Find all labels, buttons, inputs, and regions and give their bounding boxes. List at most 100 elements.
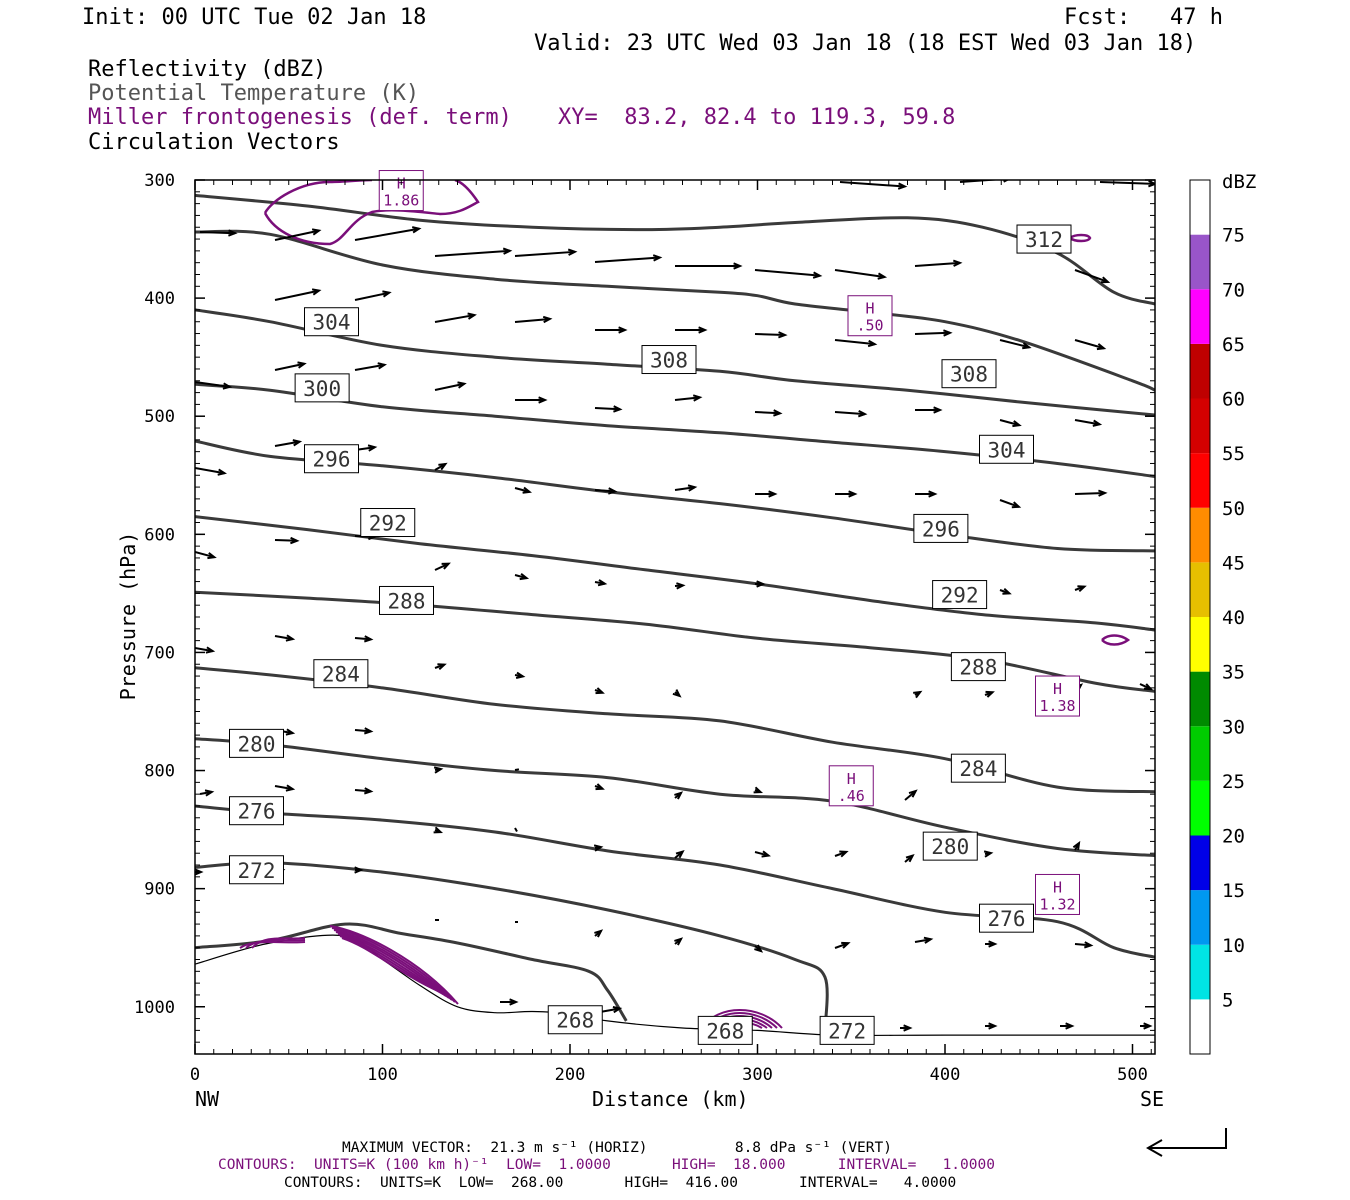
circulation-vector <box>754 850 771 858</box>
svg-text:1.32: 1.32 <box>1039 895 1075 913</box>
circulation-vector <box>434 663 447 671</box>
circulation-vectors <box>195 180 1155 1032</box>
contour-label-300: 300 <box>294 373 350 403</box>
reflectivity-colorbar: 5 10 15 20 25 30 35 40 45 50 55 60 65 70 75 dBZ <box>1189 171 1256 1055</box>
frontogenesis-high-label: H1.32 <box>1035 873 1080 915</box>
circulation-vector <box>834 410 868 418</box>
contour-label-296: 296 <box>913 513 969 543</box>
circulation-vector <box>915 406 943 414</box>
circulation-vector <box>354 290 392 301</box>
svg-text:300: 300 <box>303 377 341 401</box>
legend-circulation-vectors: Circulation Vectors <box>88 130 340 155</box>
circulation-vector <box>433 766 444 774</box>
circulation-vector <box>753 786 764 794</box>
svg-text:280: 280 <box>931 835 969 859</box>
colorbar-bin <box>1190 289 1210 344</box>
svg-text:288: 288 <box>959 656 997 680</box>
svg-text:284: 284 <box>322 663 360 687</box>
circulation-vector <box>274 288 322 301</box>
colorbar-label: 30 <box>1222 716 1245 738</box>
frontogenesis-contours <box>239 180 1131 1029</box>
circulation-vector <box>593 844 604 852</box>
colorbar-bin <box>1190 562 1210 617</box>
contour-label-288: 288 <box>379 585 434 615</box>
frontogenesis-contour <box>251 937 306 949</box>
circulation-vector <box>434 312 477 323</box>
contour-label-304: 304 <box>979 434 1034 464</box>
circulation-vector <box>594 254 663 263</box>
colorbar-bin <box>1190 180 1210 235</box>
frontogenesis-high-label: H1.86 <box>378 170 424 212</box>
circulation-vector <box>195 868 204 876</box>
contour-label-296: 296 <box>304 444 359 474</box>
contour-label-284: 284 <box>313 659 369 689</box>
contour-label-292: 292 <box>360 508 416 538</box>
svg-text:296: 296 <box>922 517 960 541</box>
svg-text:304: 304 <box>988 438 1026 462</box>
circulation-vector <box>1074 489 1108 497</box>
circulation-vector <box>274 439 303 447</box>
axes: 300 400 500 600 700 800 900 1000 0 100 200 300 400 50… <box>134 171 1155 1085</box>
colorbar-label: 75 <box>1222 225 1245 247</box>
circulation-vector <box>595 326 628 334</box>
colorbar-frame <box>1189 179 1211 1055</box>
circulation-vector <box>834 269 888 280</box>
circulation-vector <box>594 487 618 495</box>
circulation-vector <box>999 499 1022 509</box>
circulation-vector <box>434 247 513 257</box>
contour-label-276: 276 <box>979 903 1034 933</box>
legend-reflectivity: Reflectivity (dBZ) <box>88 57 327 82</box>
theta-contour-288 <box>195 590 1155 693</box>
svg-text:H: H <box>1053 878 1062 896</box>
colorbar-bin <box>1190 507 1210 563</box>
svg-text:292: 292 <box>941 584 979 608</box>
circulation-vector <box>754 269 823 279</box>
colorbar-bin <box>1190 944 1210 1000</box>
circulation-vector <box>755 580 766 588</box>
y-axis-title: Pressure (hPa) <box>116 531 140 701</box>
x-tick-label: 100 <box>367 1065 398 1085</box>
circulation-vector <box>514 315 553 324</box>
colorbar-label: 45 <box>1222 552 1245 574</box>
svg-text:284: 284 <box>959 757 997 781</box>
svg-text:276: 276 <box>988 907 1026 931</box>
circulation-vector <box>1140 1022 1153 1030</box>
circulation-vector <box>985 1022 998 1030</box>
frontogenesis-high-label: H.46 <box>828 765 874 807</box>
circulation-vector <box>1074 419 1103 427</box>
circulation-vector <box>514 671 526 679</box>
contour-label-272: 272 <box>819 1015 875 1045</box>
svg-text:H: H <box>847 770 856 788</box>
circulation-vector <box>354 787 374 795</box>
frontogenesis-contour <box>1069 233 1092 243</box>
frontogenesis-contour <box>1101 634 1131 646</box>
circulation-vector <box>434 462 448 471</box>
x-tick-label: 200 <box>555 1065 586 1085</box>
frontogenesis-contour-info: CONTOURS: UNITS=K (100 km h)⁻¹ LOW= 1.00… <box>218 1157 995 1173</box>
colorbar-bin <box>1190 671 1210 727</box>
circulation-vector <box>434 381 467 391</box>
contour-label-304: 304 <box>304 307 359 337</box>
circulation-vector <box>594 405 623 413</box>
theta-contour-272 <box>195 861 829 1031</box>
circulation-vector <box>904 853 915 863</box>
frontogenesis-high-label: H1.38 <box>1035 675 1080 717</box>
circulation-vector <box>514 768 520 771</box>
colorbar-bin <box>1190 617 1210 672</box>
colorbar-bin <box>1190 398 1210 454</box>
circulation-vector <box>354 727 374 735</box>
circulation-vector <box>195 381 233 390</box>
svg-text:288: 288 <box>388 589 426 613</box>
x-tick-label: 0 <box>190 1065 200 1085</box>
circulation-vector <box>999 419 1022 428</box>
y-tick-label: 500 <box>144 407 175 427</box>
circulation-vector <box>434 562 451 571</box>
contour-label-272: 272 <box>229 855 284 885</box>
theta-contour-308 <box>195 229 1155 392</box>
circulation-vector <box>433 826 444 834</box>
contour-labels: 308 312 304 300 296 292 288 284 280 276 272 268 268 2… <box>229 170 1080 1045</box>
circulation-vector <box>199 229 238 237</box>
circulation-vector <box>1072 840 1081 851</box>
contour-label-280: 280 <box>922 831 978 861</box>
circulation-vector <box>195 551 217 560</box>
